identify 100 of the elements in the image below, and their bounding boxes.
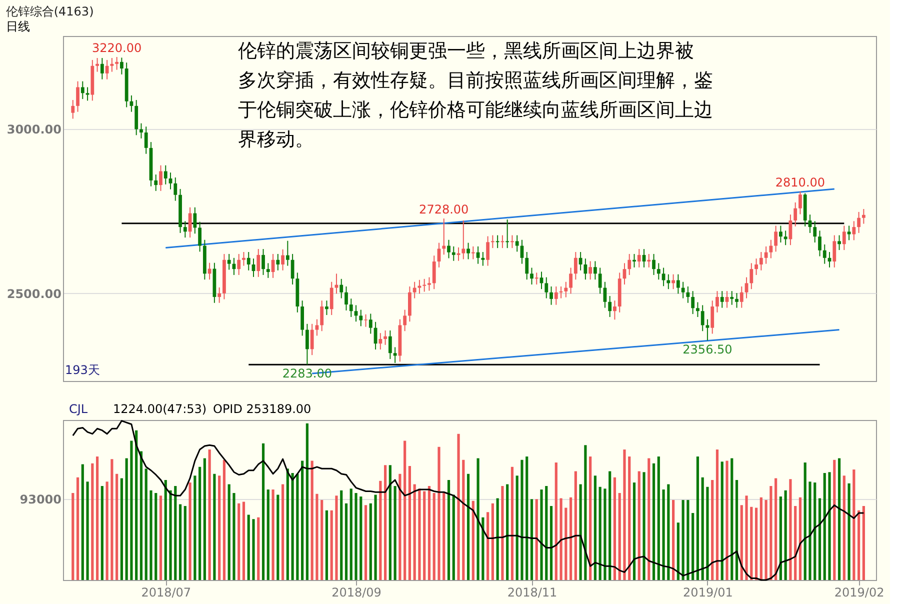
candlestick: [471, 246, 475, 260]
candlestick: [237, 253, 241, 276]
candlestick: [100, 57, 104, 80]
x-tick-label: 2018/09: [332, 586, 382, 600]
bar: [476, 458, 480, 580]
bar: [150, 490, 152, 580]
bar: [491, 503, 494, 580]
candlestick: [422, 278, 426, 292]
candlestick: [144, 126, 148, 154]
bar: [652, 463, 656, 580]
candlestick: [368, 313, 372, 334]
candlestick: [813, 220, 817, 243]
bar: [276, 494, 280, 580]
bar: [852, 470, 856, 580]
candlestick: [315, 318, 319, 336]
bar: [116, 474, 118, 580]
bar: [516, 476, 518, 580]
candlestick: [525, 251, 529, 280]
candlestick: [174, 176, 178, 202]
bar: [657, 456, 660, 580]
bar: [648, 458, 650, 580]
candlestick: [574, 251, 578, 280]
bar: [252, 519, 255, 580]
candlestick: [262, 248, 265, 276]
bar: [81, 464, 84, 580]
candlestick: [744, 276, 748, 299]
candlestick: [554, 286, 558, 306]
bar: [574, 471, 577, 580]
candlestick: [666, 274, 670, 290]
candlestick: [740, 286, 744, 308]
candlestick: [330, 281, 334, 316]
candlestick: [334, 273, 338, 294]
candlestick: [168, 172, 172, 190]
candlestick: [838, 234, 841, 251]
candlestick: [681, 281, 685, 299]
candlestick: [559, 286, 563, 299]
bar: [398, 474, 402, 580]
bar: [394, 486, 396, 580]
bar: [613, 477, 616, 580]
candlestick: [798, 191, 802, 215]
x-tick-label: 2019/01: [683, 586, 733, 600]
bar: [203, 458, 206, 580]
bar: [238, 503, 240, 580]
bar: [735, 480, 738, 580]
candlestick: [344, 286, 348, 311]
bar: [432, 492, 436, 580]
bar: [100, 486, 104, 580]
bar: [291, 472, 294, 580]
bar: [140, 451, 143, 580]
bar: [520, 460, 524, 580]
bar: [589, 456, 592, 580]
text: 1224.00(47:53): [113, 402, 207, 416]
candlestick: [359, 309, 363, 327]
bar: [842, 476, 846, 580]
candlestick: [750, 262, 754, 290]
bar: [423, 491, 426, 580]
bar: [110, 459, 114, 580]
bar: [628, 456, 631, 580]
bar: [135, 430, 138, 580]
candlestick: [246, 251, 250, 271]
candlestick: [534, 272, 538, 285]
bar: [388, 465, 392, 580]
bar: [296, 474, 299, 580]
bar: [662, 490, 665, 580]
bar: [848, 483, 850, 580]
bar: [764, 500, 768, 580]
bar: [672, 500, 675, 580]
candlestick: [769, 239, 773, 259]
bar: [218, 476, 221, 580]
bar: [198, 466, 202, 580]
bar: [360, 496, 362, 580]
candlestick: [412, 281, 416, 299]
bar: [623, 449, 626, 580]
bar: [584, 445, 587, 580]
candlestick: [706, 318, 710, 341]
candlestick: [384, 330, 387, 346]
candlestick: [80, 80, 84, 100]
bar: [72, 492, 74, 580]
annotation: 193天: [65, 363, 100, 377]
candlestick: [652, 253, 656, 276]
candlestick: [564, 281, 568, 298]
bar: [154, 492, 158, 580]
bar: [798, 497, 802, 580]
bar: [784, 490, 787, 580]
x-tick-label: 2018/07: [141, 586, 192, 600]
bar: [726, 460, 728, 580]
candlestick: [578, 251, 582, 271]
candlestick: [408, 286, 412, 322]
candlestick: [340, 278, 344, 299]
candlestick: [110, 57, 114, 72]
x-tick-label: 2018/11: [507, 586, 558, 600]
candlestick: [857, 211, 860, 234]
bar: [823, 472, 826, 580]
bar: [374, 494, 377, 580]
bar: [632, 482, 636, 580]
candlestick: [735, 292, 738, 308]
candlestick: [842, 225, 846, 251]
bar: [730, 458, 734, 580]
annotation: 3220.00: [92, 41, 142, 56]
candlestick: [120, 57, 124, 75]
